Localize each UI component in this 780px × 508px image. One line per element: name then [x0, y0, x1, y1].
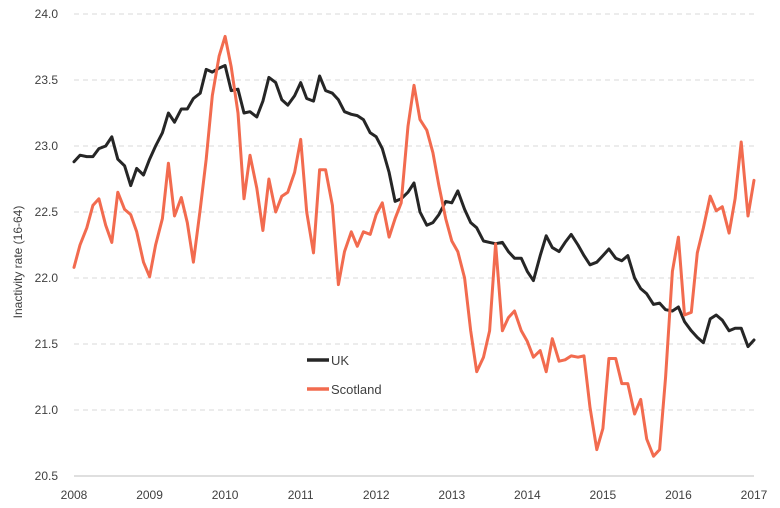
series-line-scotland	[72, 34, 756, 458]
x-tick-label: 2017	[741, 488, 768, 502]
y-tick-label: 23.0	[35, 139, 59, 153]
series-lines	[72, 34, 756, 458]
legend-label: UK	[331, 353, 349, 368]
x-axis-ticks: 2008 2009 2010 2011 2012 2013 2014 2015 2016 2017	[61, 488, 768, 502]
x-tick-label: 2016	[665, 488, 692, 502]
y-tick-label: 21.0	[35, 403, 59, 417]
y-axis-ticks: 24.0 23.5 23.0 22.5 22.0 21.5 21.0 20.5	[35, 7, 59, 483]
x-tick-label: 2013	[438, 488, 465, 502]
x-tick-label: 2012	[363, 488, 390, 502]
y-tick-label: 21.5	[35, 337, 59, 351]
legend: UK Scotland	[307, 353, 382, 397]
y-tick-label: 24.0	[35, 7, 59, 21]
x-tick-label: 2009	[136, 488, 163, 502]
series-line-uk	[72, 64, 756, 349]
y-tick-label: 22.0	[35, 271, 59, 285]
y-tick-label: 23.5	[35, 73, 59, 87]
legend-label: Scotland	[331, 382, 382, 397]
y-tick-label: 22.5	[35, 205, 59, 219]
x-tick-label: 2008	[61, 488, 88, 502]
x-tick-label: 2014	[514, 488, 541, 502]
y-tick-label: 20.5	[35, 469, 59, 483]
y-axis-title: Inactivity rate (16-64)	[11, 206, 25, 319]
x-tick-label: 2015	[590, 488, 617, 502]
x-tick-label: 2010	[212, 488, 239, 502]
x-tick-label: 2011	[288, 488, 314, 502]
